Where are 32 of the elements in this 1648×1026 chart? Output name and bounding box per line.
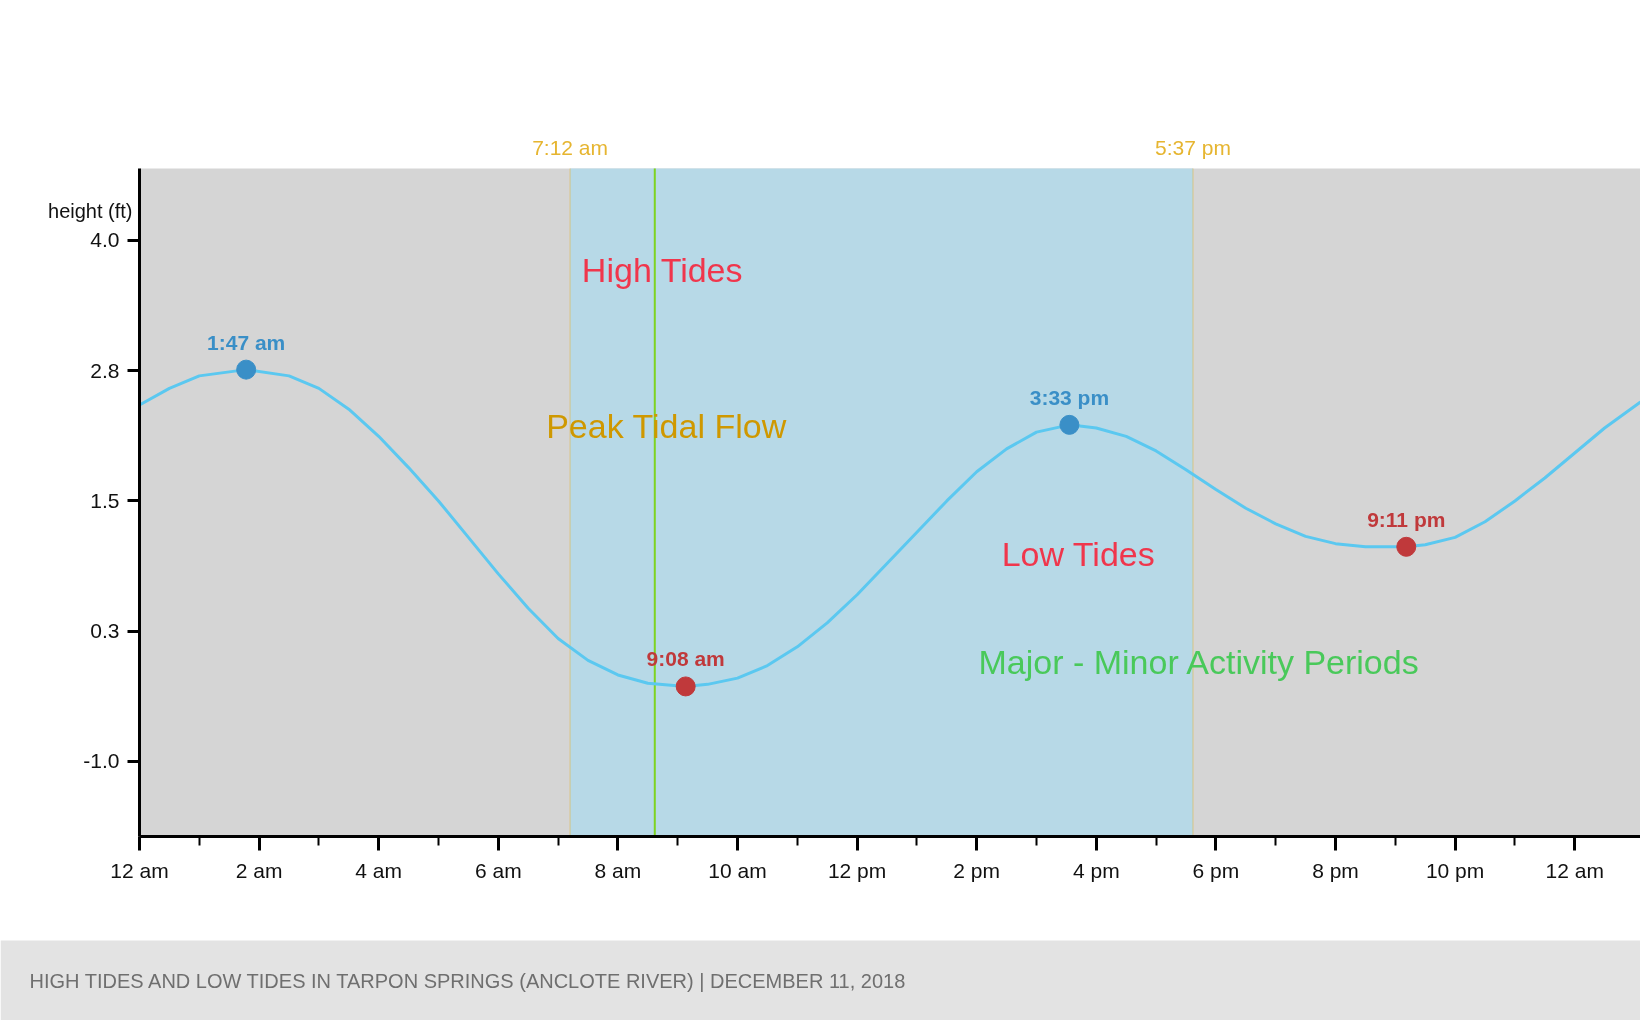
x-tick-label: 4 am — [355, 858, 403, 882]
x-tick-label: 2 pm — [953, 858, 1001, 882]
point — [1396, 536, 1417, 557]
x-tick-label: 6 pm — [1192, 858, 1240, 882]
annotation: 1:47 am — [207, 330, 286, 354]
point — [675, 676, 696, 697]
x-tick-label: 8 am — [594, 858, 642, 882]
text: HIGH TIDES AND LOW TIDES IN TARPON SPRINGS (ANCLOTE RIVER) | DECEMBER 11, 2018 — [29, 969, 906, 992]
y-tick-label: 4.0 — [90, 228, 120, 252]
ref-line-label: 5:37 pm — [1155, 135, 1231, 159]
y-axis-title: height (ft) — [48, 200, 133, 223]
point — [236, 359, 257, 380]
y-tick-label: 1.5 — [90, 488, 120, 512]
annotation: Low Tides — [1001, 534, 1155, 573]
y-tick-label: 2.8 — [90, 358, 120, 382]
x-tick-label: 4 pm — [1072, 858, 1120, 882]
x-tick-label: 12 am — [110, 858, 169, 882]
annotation: High Tides — [581, 250, 743, 289]
x-tick-label: 6 am — [474, 858, 522, 882]
x-tick-label: 12 am — [1545, 858, 1604, 882]
point — [1059, 414, 1080, 435]
x-tick-label: 2 am — [235, 858, 283, 882]
y-tick-label: -1.0 — [83, 749, 120, 773]
annotation: Major - Minor Activity Periods — [978, 642, 1419, 681]
x-tick-label: 10 am — [708, 858, 767, 882]
x-tick-label: 10 pm — [1425, 858, 1485, 882]
annotation: 9:11 pm — [1367, 507, 1446, 531]
x-tick-label: 8 pm — [1312, 858, 1359, 882]
x-tick-label: 12 pm — [827, 858, 887, 882]
y-tick-label: 0.3 — [90, 619, 120, 643]
annotation: 3:33 pm — [1029, 385, 1110, 409]
ref-line-label: 7:12 am — [532, 135, 609, 159]
